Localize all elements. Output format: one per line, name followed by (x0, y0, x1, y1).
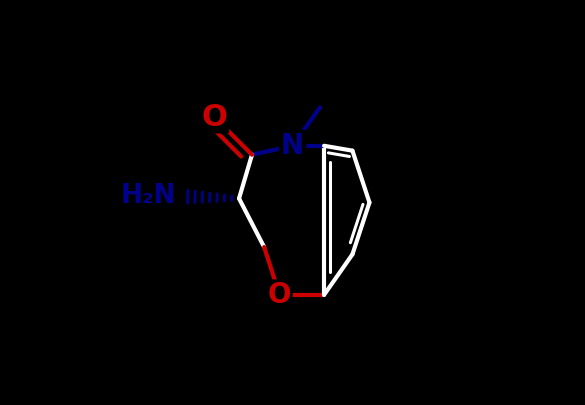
Text: N: N (281, 132, 304, 160)
Text: H₂N: H₂N (121, 183, 176, 209)
Text: O: O (202, 103, 228, 132)
Text: O: O (268, 281, 291, 309)
